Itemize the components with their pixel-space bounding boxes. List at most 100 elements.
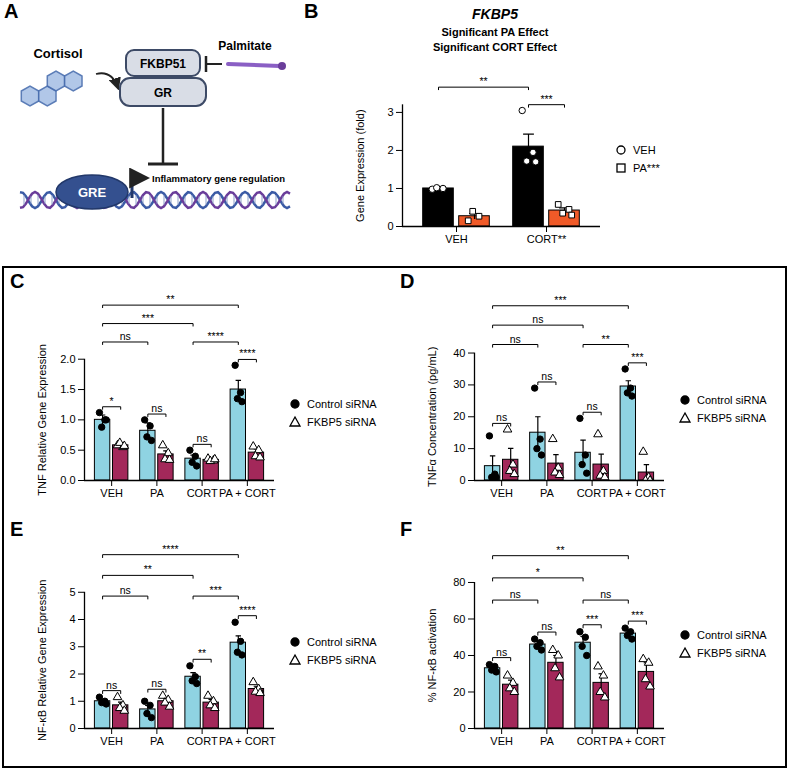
svg-text:PA + CORT: PA + CORT [219,487,276,499]
svg-text:40: 40 [453,649,465,661]
html-text:PA***: PA*** [633,161,660,174]
svg-text:***: *** [540,93,552,105]
svg-text:1: 1 [69,695,75,707]
svg-text:**: ** [198,647,206,659]
svg-text:ns: ns [496,411,507,423]
svg-text:ns: ns [151,402,162,414]
svg-text:Palmitate: Palmitate [218,39,272,53]
html-text:E: E [10,518,24,540]
svg-text:30: 30 [453,378,465,390]
html-text:FKBP5: FKBP5 [472,6,518,22]
svg-text:2.0: 2.0 [60,353,75,365]
svg-text:ns: ns [541,370,552,382]
svg-text:3: 3 [387,106,393,118]
svg-text:****: **** [208,330,224,342]
svg-text:ns: ns [600,588,611,600]
svg-text:**: ** [602,333,610,345]
svg-text:1.0: 1.0 [60,413,75,425]
svg-text:0.5: 0.5 [60,444,75,456]
svg-text:****: **** [239,347,255,359]
svg-text:**: ** [144,563,152,575]
svg-text:Cortisol: Cortisol [33,46,82,61]
svg-text:PA: PA [540,735,555,747]
svg-text:*: * [536,566,540,578]
html-text:Control siRNA: Control siRNA [307,398,377,411]
svg-text:***: *** [142,312,154,324]
svg-text:PA + CORT: PA + CORT [219,735,276,747]
svg-text:0: 0 [459,722,465,734]
svg-text:VEH: VEH [100,487,123,499]
svg-text:***: *** [554,294,566,306]
html-text:VEH: VEH [633,143,656,156]
svg-text:VEH: VEH [490,735,513,747]
svg-text:20: 20 [453,686,465,698]
html-text:A: A [4,0,19,22]
svg-text:GR: GR [154,86,172,100]
svg-text:PA: PA [150,735,165,747]
html-text:B: B [304,0,319,22]
html-text:FKBP5 siRNA: FKBP5 siRNA [307,416,377,429]
svg-text:***: *** [631,351,643,363]
svg-text:PA: PA [540,487,555,499]
svg-text:CORT: CORT [577,735,608,747]
svg-text:***: *** [586,613,598,625]
svg-text:Inflammatory gene regulation: Inflammatory gene regulation [152,173,285,184]
svg-text:0.0: 0.0 [60,474,75,486]
svg-text:10: 10 [453,442,465,454]
svg-text:ns: ns [197,432,208,444]
svg-text:****: **** [162,543,178,555]
svg-text:VEH: VEH [445,233,468,245]
svg-text:CORT: CORT [577,487,608,499]
svg-text:1: 1 [387,182,393,194]
svg-text:5: 5 [69,586,75,598]
svg-text:GRE: GRE [78,185,107,200]
svg-text:TNFα Concentration (pg/mL): TNFα Concentration (pg/mL) [426,347,438,487]
svg-text:2: 2 [69,668,75,680]
svg-text:*: * [110,395,114,407]
html-text:FKBP5 siRNA: FKBP5 siRNA [697,411,767,424]
svg-text:VEH: VEH [100,735,123,747]
svg-text:ns: ns [120,330,131,342]
svg-text:ns: ns [541,620,552,632]
svg-text:TNF Relative Gene Expression: TNF Relative Gene Expression [36,344,48,496]
svg-text:4: 4 [69,613,75,625]
html-text:Control siRNA: Control siRNA [697,393,767,406]
svg-text:1.5: 1.5 [60,383,75,395]
svg-text:PA + CORT: PA + CORT [609,735,666,747]
svg-text:% NF-κB activation: % NF-κB activation [426,609,438,703]
svg-text:CORT: CORT [187,735,218,747]
html-text:D: D [400,270,415,292]
svg-text:ns: ns [510,333,521,345]
svg-text:0: 0 [69,722,75,734]
svg-text:40: 40 [453,347,465,359]
svg-text:0: 0 [387,220,393,232]
svg-text:60: 60 [453,613,465,625]
svg-text:ns: ns [106,679,117,691]
svg-text:****: **** [239,604,255,616]
svg-text:ns: ns [496,646,507,658]
svg-text:**: ** [479,75,487,87]
svg-text:PA + CORT: PA + CORT [609,487,666,499]
svg-text:0: 0 [459,474,465,486]
html-text:C: C [10,270,25,292]
svg-text:ns: ns [151,677,162,689]
svg-text:3: 3 [69,640,75,652]
svg-text:ns: ns [587,400,598,412]
svg-text:ns: ns [510,588,521,600]
svg-text:***: *** [210,584,222,596]
svg-text:CORT: CORT [187,487,218,499]
svg-text:ns: ns [120,584,131,596]
svg-text:PA: PA [150,487,165,499]
svg-text:ns: ns [532,313,543,325]
svg-text:20: 20 [453,410,465,422]
svg-text:CORT**: CORT** [527,233,567,245]
svg-text:**: ** [556,544,564,556]
svg-text:***: *** [631,609,643,621]
svg-text:VEH: VEH [490,487,513,499]
svg-text:FKBP51: FKBP51 [140,57,186,71]
svg-text:NF-κB Relative Gene Expression: NF-κB Relative Gene Expression [36,580,48,741]
svg-text:2: 2 [387,144,393,156]
svg-text:**: ** [166,293,174,305]
svg-text:80: 80 [453,576,465,588]
svg-text:Gene Expression (fold): Gene Expression (fold) [354,109,366,222]
